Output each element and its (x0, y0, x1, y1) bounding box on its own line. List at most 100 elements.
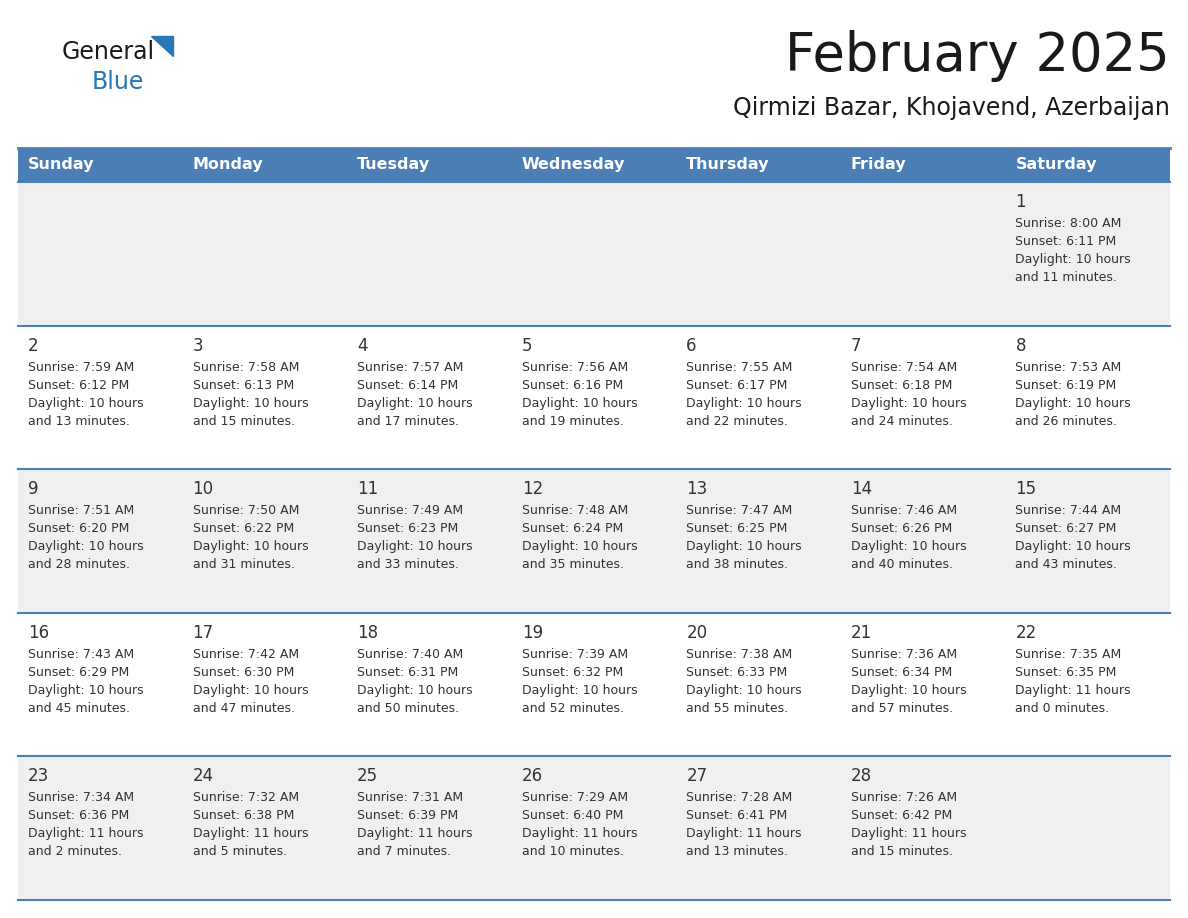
Bar (1005, 613, 1170, 756)
Text: Daylight: 10 hours: Daylight: 10 hours (687, 397, 802, 409)
Text: 19: 19 (522, 624, 543, 642)
Text: Friday: Friday (851, 158, 906, 173)
Text: Sunset: 6:34 PM: Sunset: 6:34 PM (851, 666, 952, 678)
Text: February 2025: February 2025 (785, 30, 1170, 82)
Text: Sunrise: 7:34 AM: Sunrise: 7:34 AM (29, 791, 134, 804)
Bar (18, 469, 183, 613)
Text: Sunrise: 7:48 AM: Sunrise: 7:48 AM (522, 504, 628, 517)
Bar (183, 756, 347, 900)
Bar (1005, 326, 1170, 469)
Text: and 52 minutes.: and 52 minutes. (522, 701, 624, 715)
Text: Sunset: 6:29 PM: Sunset: 6:29 PM (29, 666, 129, 678)
Bar (512, 469, 676, 613)
Text: Daylight: 10 hours: Daylight: 10 hours (192, 684, 308, 697)
Text: Daylight: 10 hours: Daylight: 10 hours (1016, 397, 1131, 409)
Text: Daylight: 11 hours: Daylight: 11 hours (29, 827, 144, 840)
Text: Sunrise: 8:00 AM: Sunrise: 8:00 AM (1016, 217, 1121, 230)
Text: Daylight: 11 hours: Daylight: 11 hours (687, 827, 802, 840)
Text: and 24 minutes.: and 24 minutes. (851, 415, 953, 428)
Bar (512, 148, 676, 182)
Text: 3: 3 (192, 337, 203, 354)
Bar (512, 613, 676, 756)
Bar (1005, 182, 1170, 326)
Text: Daylight: 10 hours: Daylight: 10 hours (29, 684, 144, 697)
Text: Sunset: 6:20 PM: Sunset: 6:20 PM (29, 522, 129, 535)
Text: 21: 21 (851, 624, 872, 642)
Text: Sunset: 6:33 PM: Sunset: 6:33 PM (687, 666, 788, 678)
Text: Sunset: 6:25 PM: Sunset: 6:25 PM (687, 522, 788, 535)
Text: and 57 minutes.: and 57 minutes. (851, 701, 953, 715)
Text: 10: 10 (192, 480, 214, 498)
Bar (841, 469, 1005, 613)
Bar (18, 613, 183, 756)
Text: and 47 minutes.: and 47 minutes. (192, 701, 295, 715)
Text: and 15 minutes.: and 15 minutes. (851, 845, 953, 858)
Bar (183, 182, 347, 326)
Text: Sunrise: 7:49 AM: Sunrise: 7:49 AM (358, 504, 463, 517)
Text: Sunset: 6:26 PM: Sunset: 6:26 PM (851, 522, 952, 535)
Text: 13: 13 (687, 480, 708, 498)
Text: Sunday: Sunday (29, 158, 95, 173)
Text: Daylight: 10 hours: Daylight: 10 hours (29, 397, 144, 409)
Text: Daylight: 10 hours: Daylight: 10 hours (29, 540, 144, 554)
Text: and 55 minutes.: and 55 minutes. (687, 701, 789, 715)
Bar (841, 756, 1005, 900)
Text: 20: 20 (687, 624, 707, 642)
Bar (347, 613, 512, 756)
Text: 12: 12 (522, 480, 543, 498)
Text: and 13 minutes.: and 13 minutes. (29, 415, 129, 428)
Text: and 50 minutes.: and 50 minutes. (358, 701, 460, 715)
Bar (676, 469, 841, 613)
Bar (841, 182, 1005, 326)
Bar (18, 326, 183, 469)
Text: Sunrise: 7:42 AM: Sunrise: 7:42 AM (192, 648, 298, 661)
Text: and 35 minutes.: and 35 minutes. (522, 558, 624, 571)
Text: and 15 minutes.: and 15 minutes. (192, 415, 295, 428)
Text: Sunrise: 7:29 AM: Sunrise: 7:29 AM (522, 791, 627, 804)
Bar (1005, 756, 1170, 900)
Text: Daylight: 10 hours: Daylight: 10 hours (1016, 540, 1131, 554)
Text: Sunrise: 7:55 AM: Sunrise: 7:55 AM (687, 361, 792, 374)
Bar (183, 326, 347, 469)
Text: 2: 2 (29, 337, 39, 354)
Text: Daylight: 10 hours: Daylight: 10 hours (522, 684, 637, 697)
Text: Sunrise: 7:31 AM: Sunrise: 7:31 AM (358, 791, 463, 804)
Bar (347, 326, 512, 469)
Text: Wednesday: Wednesday (522, 158, 625, 173)
Text: Saturday: Saturday (1016, 158, 1097, 173)
Text: Sunset: 6:23 PM: Sunset: 6:23 PM (358, 522, 459, 535)
Text: Sunset: 6:27 PM: Sunset: 6:27 PM (1016, 522, 1117, 535)
Text: Daylight: 10 hours: Daylight: 10 hours (522, 397, 637, 409)
Text: Sunset: 6:31 PM: Sunset: 6:31 PM (358, 666, 459, 678)
Text: and 43 minutes.: and 43 minutes. (1016, 558, 1117, 571)
Text: Daylight: 10 hours: Daylight: 10 hours (192, 540, 308, 554)
Text: Daylight: 10 hours: Daylight: 10 hours (358, 684, 473, 697)
Text: Daylight: 10 hours: Daylight: 10 hours (851, 540, 967, 554)
Text: 11: 11 (358, 480, 379, 498)
Text: and 26 minutes.: and 26 minutes. (1016, 415, 1117, 428)
Text: 14: 14 (851, 480, 872, 498)
Text: Sunrise: 7:44 AM: Sunrise: 7:44 AM (1016, 504, 1121, 517)
Text: Sunset: 6:38 PM: Sunset: 6:38 PM (192, 810, 293, 823)
Text: 4: 4 (358, 337, 367, 354)
Text: Sunset: 6:39 PM: Sunset: 6:39 PM (358, 810, 459, 823)
Text: and 13 minutes.: and 13 minutes. (687, 845, 788, 858)
Text: Sunset: 6:35 PM: Sunset: 6:35 PM (1016, 666, 1117, 678)
Bar (676, 326, 841, 469)
Text: Sunrise: 7:59 AM: Sunrise: 7:59 AM (29, 361, 134, 374)
Polygon shape (151, 36, 173, 56)
Text: Sunset: 6:16 PM: Sunset: 6:16 PM (522, 378, 623, 392)
Text: and 17 minutes.: and 17 minutes. (358, 415, 459, 428)
Text: 7: 7 (851, 337, 861, 354)
Text: and 40 minutes.: and 40 minutes. (851, 558, 953, 571)
Text: and 10 minutes.: and 10 minutes. (522, 845, 624, 858)
Text: Monday: Monday (192, 158, 264, 173)
Bar (347, 148, 512, 182)
Bar (1005, 148, 1170, 182)
Bar (512, 182, 676, 326)
Bar (183, 613, 347, 756)
Text: Daylight: 11 hours: Daylight: 11 hours (1016, 684, 1131, 697)
Text: Daylight: 10 hours: Daylight: 10 hours (522, 540, 637, 554)
Text: 18: 18 (358, 624, 378, 642)
Text: Sunset: 6:17 PM: Sunset: 6:17 PM (687, 378, 788, 392)
